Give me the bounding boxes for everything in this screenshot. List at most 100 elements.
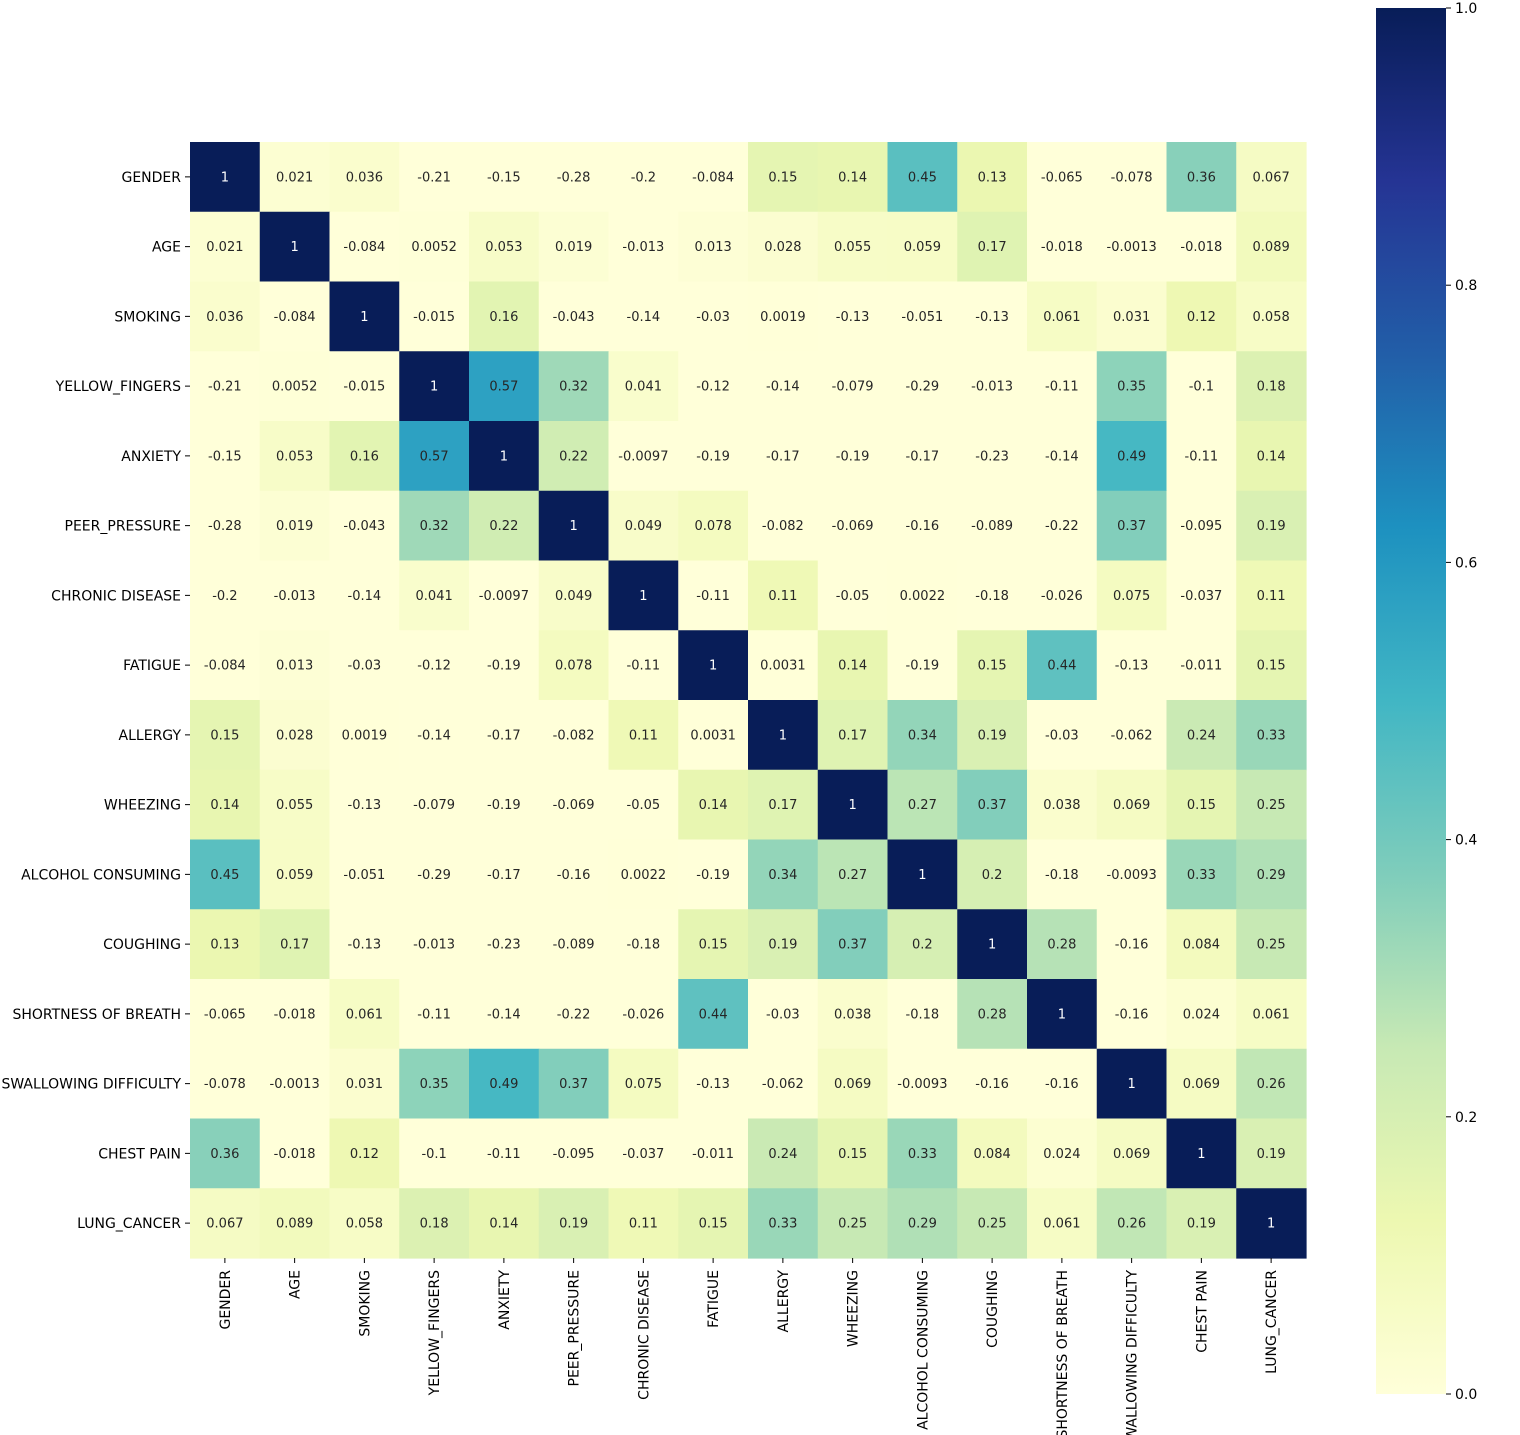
cell-fatigue-shortness-of-breath [1027,630,1098,701]
cell-value-label: 0.17 [978,240,1007,255]
cell-value-label: -0.11 [696,589,730,604]
cell-value-label: 0.2 [982,868,1003,883]
cell-smoking-chest-pain [1166,281,1237,352]
cell-gender-yellow-fingers [399,142,470,213]
cell-lung-cancer-yellow-fingers [399,1188,470,1259]
cell-wheezing-swallowing-difficulty [1096,769,1168,841]
cell-value-label: -0.05 [836,589,870,604]
cell-value-label: 0.14 [838,659,867,674]
cell-value-label: -0.14 [766,380,800,395]
cell-lung-cancer-chest-pain [1166,1188,1237,1259]
cell-swallowing-difficulty-swallowing-difficulty [1096,1048,1168,1120]
cell-value-label: 0.26 [1257,1077,1286,1092]
cell-value-label: 0.57 [420,449,449,464]
column-label-yellow-fingers: YELLOW_FINGERS [427,1270,443,1396]
cell-age-swallowing-difficulty [1096,211,1168,283]
cell-gender-swallowing-difficulty [1096,142,1168,213]
cell-wheezing-fatigue [678,769,749,841]
cell-value-label: -0.16 [1115,938,1149,953]
cell-value-label: 0.19 [1257,519,1286,534]
cell-value-label: 0.25 [1257,798,1286,813]
row-label-fatigue: FATIGUE [123,658,181,674]
cell-value-label: 0.37 [1117,519,1146,534]
cell-chronic-disease-gender [190,560,261,631]
cell-value-label: -0.084 [204,659,246,674]
cell-value-label: 0.24 [768,1147,797,1162]
cell-value-label: -0.0093 [1107,868,1157,883]
cell-shortness-of-breath-alcohol-consuming [887,979,958,1050]
cell-age-peer-pressure [538,211,610,283]
cell-yellow-fingers-chronic-disease [608,351,679,422]
cell-value-label: -0.011 [1180,659,1222,674]
cell-value-label: -0.13 [836,310,870,325]
column-label-anxiety: ANXIETY [497,1270,513,1330]
cell-chest-pain-chest-pain [1166,1118,1237,1189]
cell-coughing-shortness-of-breath [1027,909,1098,980]
cell-value-label: 0.041 [416,589,453,604]
cell-value-label: -0.1 [421,1147,446,1162]
cell-swallowing-difficulty-shortness-of-breath [1027,1048,1098,1120]
cell-value-label: 0.19 [1187,1217,1216,1232]
cell-chronic-disease-anxiety [469,560,540,631]
cell-age-shortness-of-breath [1027,211,1098,283]
cell-alcohol-consuming-peer-pressure [538,839,610,910]
cell-value-label: 0.031 [346,1077,383,1092]
cell-value-label: -0.11 [1045,380,1079,395]
cell-value-label: 0.12 [350,1147,379,1162]
cell-gender-age [259,142,331,213]
cell-gender-smoking [329,142,400,213]
cell-value-label: 0.019 [555,240,592,255]
column-label-coughing: COUGHING [985,1270,1001,1348]
cell-lung-cancer-shortness-of-breath [1027,1188,1098,1259]
cell-chest-pain-lung-cancer [1236,1118,1307,1189]
cell-value-label: -0.013 [274,589,316,604]
cell-anxiety-age [259,421,331,492]
cell-value-label: 0.13 [978,170,1007,185]
cell-value-label: 0.35 [1117,380,1146,395]
cell-value-label: 0.34 [768,868,797,883]
colorbar-ticks: 0.0 0.2 0.4 0.6 0.8 1.0 [1446,1,1477,1403]
row-label-shortness-of-breath: SHORTNESS OF BREATH [12,1007,181,1023]
cell-anxiety-smoking [329,421,400,492]
colorbar-tick-label: 1.0 [1455,1,1477,17]
cell-anxiety-alcohol-consuming [887,421,958,492]
cell-coughing-gender [190,909,261,980]
row-label-gender: GENDER [121,170,181,186]
cell-peer-pressure-gender [190,490,261,562]
cell-value-label: 0.024 [1043,1147,1080,1162]
cell-value-label: 0.16 [489,310,518,325]
cell-chest-pain-smoking [329,1118,400,1189]
cell-value-label: -0.03 [696,310,730,325]
cell-shortness-of-breath-yellow-fingers [399,979,470,1050]
cell-value-label: -0.018 [1041,240,1083,255]
cell-allergy-lung-cancer [1236,700,1307,771]
column-label-gender: GENDER [218,1270,234,1330]
cell-alcohol-consuming-lung-cancer [1236,839,1307,910]
cell-shortness-of-breath-wheezing [817,979,889,1050]
cell-value-label: 0.0022 [900,589,946,604]
cell-value-label: -0.13 [1115,659,1149,674]
cell-value-label: 0.0052 [411,240,457,255]
cell-age-anxiety [469,211,540,283]
cell-peer-pressure-yellow-fingers [399,490,470,562]
cell-value-label: -0.069 [553,798,595,813]
cell-value-label: 0.061 [346,1007,383,1022]
cell-yellow-fingers-coughing [957,351,1028,422]
cell-chest-pain-anxiety [469,1118,540,1189]
cell-swallowing-difficulty-allergy [748,1048,819,1120]
cell-allergy-age [259,700,331,771]
cell-alcohol-consuming-fatigue [678,839,749,910]
cell-fatigue-anxiety [469,630,540,701]
cell-allergy-swallowing-difficulty [1096,700,1168,771]
cell-value-label: 0.49 [1117,449,1146,464]
cell-value-label: 0.036 [206,310,243,325]
cell-peer-pressure-age [259,490,331,562]
cell-value-label: -0.026 [1041,589,1083,604]
cell-value-label: -0.19 [696,449,730,464]
cell-gender-peer-pressure [538,142,610,213]
cell-shortness-of-breath-allergy [748,979,819,1050]
cell-allergy-anxiety [469,700,540,771]
cell-value-label: 0.028 [764,240,801,255]
cell-value-label: -0.14 [627,310,661,325]
cell-alcohol-consuming-swallowing-difficulty [1096,839,1168,910]
